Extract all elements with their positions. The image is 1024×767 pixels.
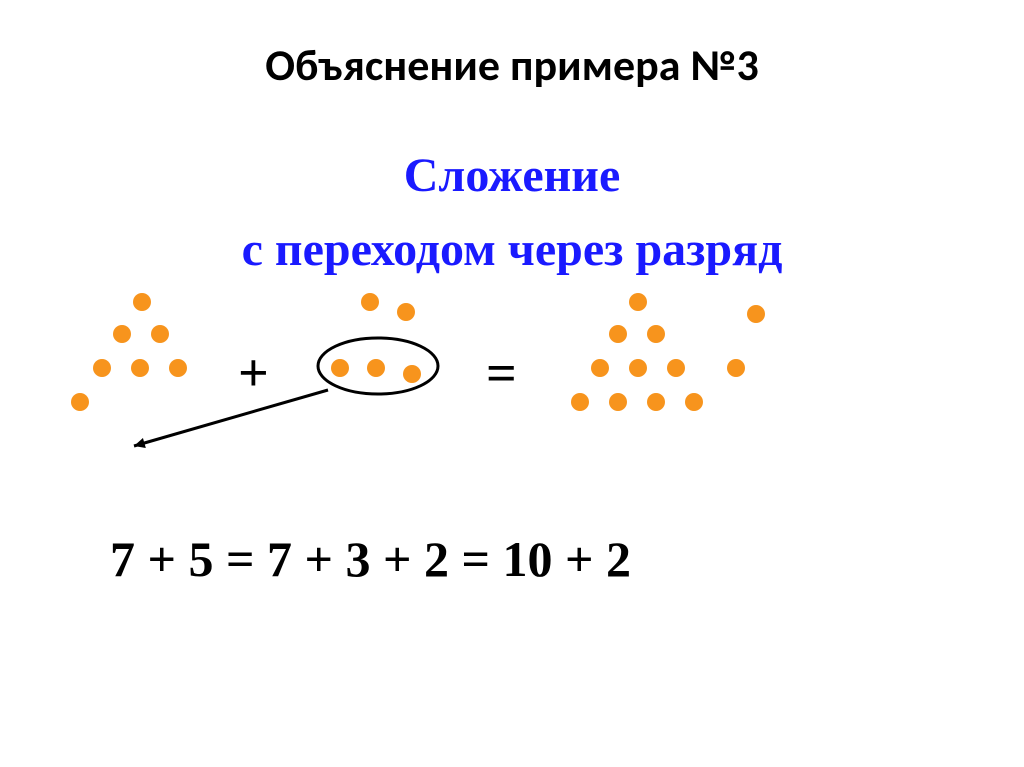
subtitle-line-2: с переходом через разряд: [0, 222, 1024, 277]
equals-operator: =: [486, 342, 517, 404]
subtitle-line-1: Сложение: [0, 148, 1024, 203]
addend1-dot: [113, 325, 131, 343]
sum-extra-dot: [747, 305, 765, 323]
addend2-dot: [403, 365, 421, 383]
plus-operator: +: [238, 342, 269, 404]
addend2-dot: [367, 359, 385, 377]
sum-ten-dot: [629, 359, 647, 377]
page-title: Объяснение примера №3: [0, 38, 1024, 92]
equation-text: 7 + 5 = 7 + 3 + 2 = 10 + 2: [110, 530, 631, 588]
addend1-dot: [169, 359, 187, 377]
arrow-line: [134, 390, 328, 446]
sum-ten-dot: [609, 325, 627, 343]
sum-ten-dot: [647, 325, 665, 343]
addend1-dot: [71, 393, 89, 411]
sum-ten-dot: [591, 359, 609, 377]
sum-ten-dot: [609, 393, 627, 411]
sum-ten-dot: [629, 293, 647, 311]
addend1-dot: [133, 293, 151, 311]
addend2-dot: [397, 303, 415, 321]
arrow-head: [134, 438, 146, 448]
sum-ten-dot: [685, 393, 703, 411]
addend1-dot: [93, 359, 111, 377]
sum-ten-dot: [571, 393, 589, 411]
sum-ten-dot: [647, 393, 665, 411]
addend1-dot: [151, 325, 169, 343]
sum-ten-dot: [667, 359, 685, 377]
addend2-dot: [361, 293, 379, 311]
sum-extra-dot: [727, 359, 745, 377]
addend2-dot: [331, 359, 349, 377]
addend1-dot: [131, 359, 149, 377]
